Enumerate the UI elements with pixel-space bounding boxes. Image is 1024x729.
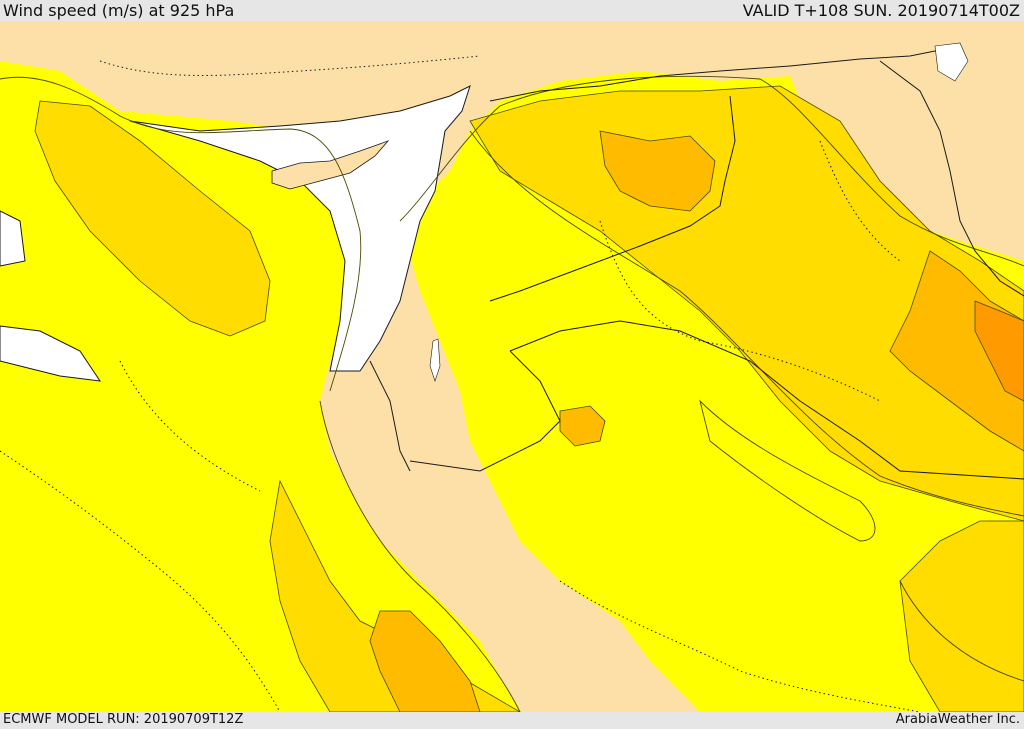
sinai-border bbox=[409, 350, 561, 472]
contour-lines bbox=[0, 75, 1024, 712]
east-medium-zone bbox=[899, 520, 1024, 712]
red-sea-high-zone bbox=[369, 610, 481, 712]
medium-wind-zones bbox=[34, 85, 1024, 712]
east-iraq-highest-zone bbox=[974, 300, 1024, 402]
southwest-sea-patch bbox=[0, 325, 102, 382]
jordan-high-zone bbox=[559, 405, 606, 447]
sinai-yellow-zone bbox=[270, 451, 380, 661]
north-syria-high-zone bbox=[599, 130, 716, 212]
dead-sea bbox=[429, 338, 441, 382]
iraq-iran-border bbox=[879, 60, 1024, 297]
sea-areas bbox=[0, 85, 471, 382]
mediterranean-sea bbox=[129, 85, 471, 372]
map-title: Wind speed (m/s) at 925 hPa bbox=[3, 1, 235, 20]
south-medium-zone bbox=[269, 479, 521, 712]
syria-iraq-border bbox=[489, 95, 736, 302]
egypt-border bbox=[369, 360, 411, 472]
high-wind-zones bbox=[369, 130, 1024, 712]
credit-label: ArabiaWeather Inc. bbox=[895, 712, 1020, 727]
lake-urmia-patch bbox=[934, 42, 969, 82]
valid-time: VALID T+108 SUN. 20190714T00Z bbox=[742, 1, 1020, 20]
north-border bbox=[789, 45, 961, 67]
footer-bar: ECMWF MODEL RUN: 20190709T12Z ArabiaWeat… bbox=[0, 712, 1024, 729]
jordan-saudi-border bbox=[509, 320, 1024, 480]
turkey-syria-border bbox=[489, 65, 791, 102]
country-borders bbox=[369, 45, 1024, 480]
cyprus-island bbox=[271, 140, 390, 190]
wind-speed-map[interactable] bbox=[0, 21, 1024, 712]
model-run-label: ECMWF MODEL RUN: 20190709T12Z bbox=[3, 712, 244, 727]
iraq-high-zone bbox=[889, 250, 1024, 452]
highest-wind-zones bbox=[974, 300, 1024, 402]
header-bar: Wind speed (m/s) at 925 hPa VALID T+108 … bbox=[0, 0, 1024, 21]
med-sea-medium-zone bbox=[34, 100, 271, 337]
dotted-borders bbox=[0, 55, 921, 712]
west-sea-patch bbox=[0, 210, 26, 267]
syria-medium-zone bbox=[469, 85, 1024, 522]
